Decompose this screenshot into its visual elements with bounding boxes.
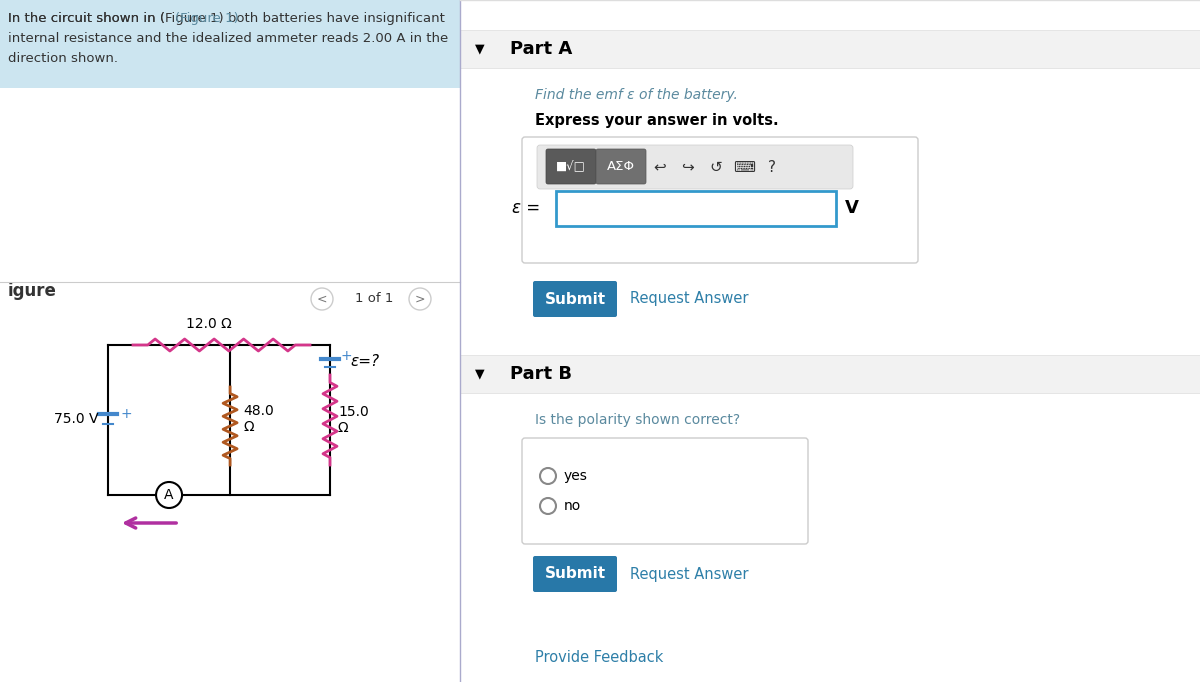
Text: direction shown.: direction shown. (8, 52, 118, 65)
Text: Request Answer: Request Answer (630, 567, 749, 582)
Text: Provide Feedback: Provide Feedback (535, 649, 664, 664)
Text: 1 of 1: 1 of 1 (355, 293, 394, 306)
Text: ε=?: ε=? (350, 355, 379, 370)
Text: ΑΣΦ: ΑΣΦ (607, 160, 635, 173)
Text: Part A: Part A (510, 40, 572, 58)
Text: Is the polarity shown correct?: Is the polarity shown correct? (535, 413, 740, 427)
Text: ↩: ↩ (654, 160, 666, 175)
Text: 48.0
Ω: 48.0 Ω (244, 404, 274, 434)
Text: igure: igure (8, 282, 56, 300)
Text: ▼: ▼ (475, 42, 485, 55)
Text: yes: yes (564, 469, 588, 483)
Text: <: < (317, 293, 328, 306)
Text: 12.0 Ω: 12.0 Ω (186, 317, 232, 331)
Text: internal resistance and the idealized ammeter reads 2.00 A in the: internal resistance and the idealized am… (8, 32, 449, 45)
Text: A: A (164, 488, 174, 502)
Circle shape (311, 288, 334, 310)
FancyBboxPatch shape (0, 0, 460, 682)
Circle shape (156, 482, 182, 508)
Text: Request Answer: Request Answer (630, 291, 749, 306)
Text: ⌨: ⌨ (733, 160, 755, 175)
FancyBboxPatch shape (538, 145, 853, 189)
Text: V: V (845, 199, 859, 217)
FancyBboxPatch shape (460, 355, 1200, 393)
Text: +: + (120, 407, 132, 421)
FancyBboxPatch shape (522, 137, 918, 263)
Text: ε =: ε = (512, 199, 540, 217)
Circle shape (540, 468, 556, 484)
Text: ↺: ↺ (709, 160, 722, 175)
Text: In the circuit shown in (: In the circuit shown in ( (8, 12, 166, 25)
Text: Find the emf ε of the battery.: Find the emf ε of the battery. (535, 88, 738, 102)
Text: Part B: Part B (510, 365, 572, 383)
Text: In the circuit shown in (Figure 1) both batteries have insignificant: In the circuit shown in (Figure 1) both … (8, 12, 445, 25)
Text: ↪: ↪ (682, 160, 695, 175)
Circle shape (409, 288, 431, 310)
FancyBboxPatch shape (0, 88, 460, 682)
Text: ■√□: ■√□ (556, 160, 586, 173)
FancyBboxPatch shape (533, 281, 617, 317)
FancyBboxPatch shape (556, 191, 836, 226)
FancyBboxPatch shape (546, 149, 596, 184)
Text: no: no (564, 499, 581, 513)
FancyBboxPatch shape (460, 30, 1200, 68)
FancyBboxPatch shape (522, 438, 808, 544)
Text: 75.0 V: 75.0 V (54, 412, 98, 426)
FancyBboxPatch shape (0, 0, 460, 88)
FancyBboxPatch shape (533, 556, 617, 592)
Text: >: > (415, 293, 425, 306)
FancyBboxPatch shape (596, 149, 646, 184)
Text: Submit: Submit (545, 291, 606, 306)
Text: Express your answer in volts.: Express your answer in volts. (535, 113, 779, 128)
Text: +: + (340, 349, 352, 363)
Text: 15.0
Ω: 15.0 Ω (338, 405, 368, 435)
Circle shape (540, 498, 556, 514)
Text: ?: ? (768, 160, 776, 175)
Text: ▼: ▼ (475, 368, 485, 381)
Text: (Figure 1): (Figure 1) (175, 12, 239, 25)
Text: Submit: Submit (545, 567, 606, 582)
